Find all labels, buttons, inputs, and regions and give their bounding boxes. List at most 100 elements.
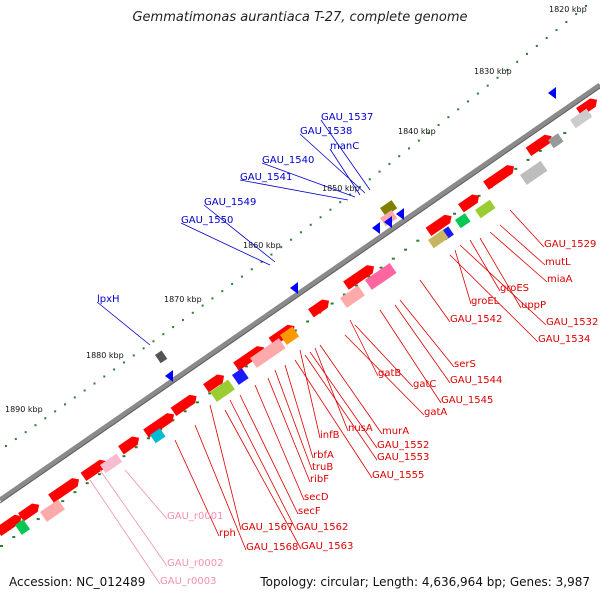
leader-line <box>399 299 455 368</box>
accession-label: Accession: NC_012489 <box>9 575 146 589</box>
inner-scale-dot <box>342 293 346 296</box>
scale-tick-label: 1830 kbp <box>474 67 512 76</box>
red-gene-label: GAU_1553 <box>377 452 429 463</box>
gene-arrow <box>143 413 175 438</box>
map-title: Gemmatimonas aurantiaca T-27, complete g… <box>132 10 468 25</box>
leader-line <box>261 162 356 198</box>
reverse-gene-arrow <box>165 370 173 382</box>
feature-block <box>280 326 300 345</box>
forward-gene-arrow <box>143 413 175 438</box>
leader-line <box>239 394 299 515</box>
feature-block <box>454 213 471 229</box>
scale-dot <box>299 231 302 234</box>
forward-gene-arrow <box>308 299 330 318</box>
blue-gene-label: manC <box>330 141 359 152</box>
red-gene-label: infB <box>320 430 340 441</box>
scale-tick-label: 1860 kbp <box>243 241 281 250</box>
blue-gene-label: GAU_1541 <box>240 172 292 183</box>
leader-line <box>180 222 271 266</box>
leader-line <box>419 279 451 323</box>
inner-scale-dot <box>416 239 420 242</box>
feature-block <box>340 285 365 308</box>
gene-arrow <box>483 165 515 190</box>
forward-gene-arrow <box>170 394 197 417</box>
scale-dot <box>447 116 450 119</box>
scale-dot <box>585 5 587 8</box>
scale-dot <box>378 170 381 173</box>
leader-line <box>294 359 373 479</box>
scale-dot <box>103 375 106 378</box>
scale-tick-label: 1880 kbp <box>86 351 124 360</box>
scale-dot <box>427 131 430 134</box>
inner-scale-dot <box>146 437 150 440</box>
scale-tick-label: 1840 kbp <box>398 127 436 136</box>
feature-block <box>379 200 398 217</box>
forward-gene-arrow <box>458 194 480 213</box>
leader-line <box>254 384 305 501</box>
scale-dot <box>476 92 479 95</box>
inner-scale-dot <box>293 329 297 332</box>
scale-dot <box>231 282 234 285</box>
red-gene-label: GAU_1532 <box>546 317 598 328</box>
feature-block <box>570 108 593 129</box>
leader-line <box>394 304 451 384</box>
leader-line <box>349 319 379 377</box>
scale-dot <box>565 20 568 23</box>
leader-line <box>314 347 349 432</box>
feature-block <box>100 453 123 474</box>
leader-line <box>479 237 522 309</box>
scale-dot <box>93 382 96 385</box>
leader-line <box>469 239 501 292</box>
red-gene-label: GAU_1545 <box>441 395 493 406</box>
inner-scale-dot <box>12 536 16 539</box>
red-gene-label: groEL <box>471 296 500 307</box>
forward-gene-arrow <box>233 346 265 371</box>
inner-scale-dot <box>367 275 371 278</box>
gene-arrow <box>525 134 552 157</box>
scale-dot <box>467 100 470 103</box>
leader-line <box>299 133 366 194</box>
red-gene-label: groES <box>500 283 529 294</box>
leader-line <box>489 231 548 283</box>
leader-line <box>379 309 442 404</box>
scale-dot <box>270 253 273 256</box>
feature-block <box>40 499 65 522</box>
red-gene-label: GAU_1542 <box>450 314 502 325</box>
leader-line <box>209 404 242 531</box>
red-gene-label: nusA <box>348 423 373 434</box>
red-gene-label: gatA <box>424 407 447 418</box>
leader-line <box>124 469 168 520</box>
reverse-gene-arrow <box>548 87 556 99</box>
inner-scale-dot <box>208 392 212 395</box>
scale-dot <box>201 304 204 307</box>
genome-backbone-shadow <box>0 87 600 504</box>
red-gene-label: GAU_1544 <box>450 375 502 386</box>
blue-gene-label: GAU_1540 <box>262 155 314 166</box>
scale-tick-label: 1890 kbp <box>5 405 43 414</box>
blue-gene-label: GAU_1549 <box>204 197 256 208</box>
scale-dot <box>555 28 558 31</box>
feature-block <box>149 428 166 444</box>
scale-dot <box>368 178 371 181</box>
red-gene-label: GAU_1552 <box>377 440 429 451</box>
inner-scale-dot <box>183 410 187 413</box>
scale-dot <box>329 208 332 211</box>
red-gene-label: GAU_1567 <box>241 522 293 533</box>
scale-dot <box>73 396 76 399</box>
scale-dot <box>496 76 499 79</box>
leader-line <box>174 439 220 537</box>
leader-line <box>203 204 276 263</box>
inner-scale-dot <box>526 158 530 161</box>
scale-dot <box>240 275 243 278</box>
inner-scale-dot <box>453 212 457 215</box>
forward-gene-arrow <box>525 134 552 157</box>
inner-scale-dot <box>538 149 542 152</box>
scale-dot <box>535 44 538 47</box>
scale-dot <box>417 139 420 142</box>
red-gene-label: secD <box>304 492 329 503</box>
reverse-gene-arrow <box>290 282 298 294</box>
scale-dot <box>113 368 116 371</box>
inner-scale-dot <box>36 518 40 521</box>
inner-scale-dot <box>134 446 138 449</box>
